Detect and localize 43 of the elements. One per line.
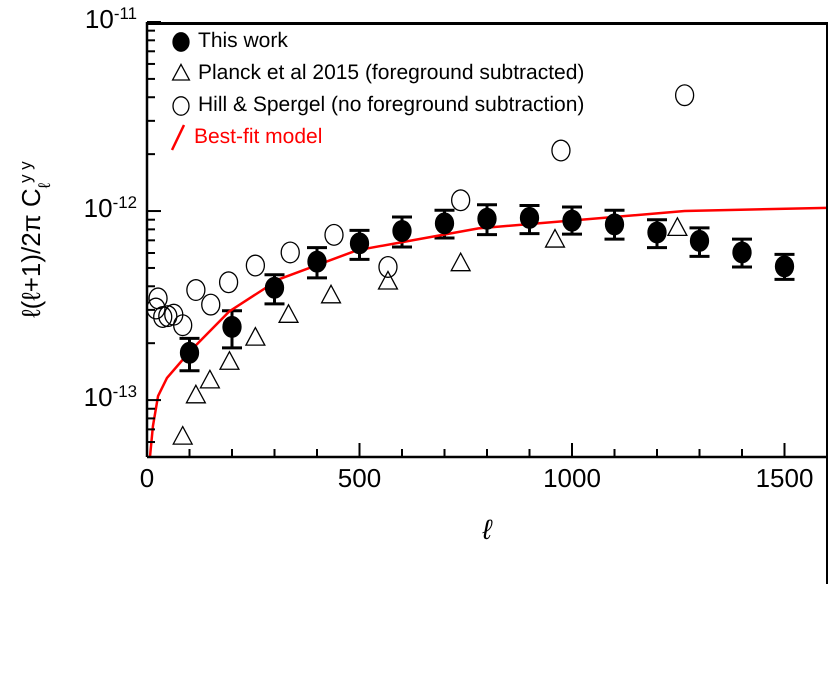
point xyxy=(604,213,624,236)
point xyxy=(158,305,178,328)
point xyxy=(180,342,200,364)
point xyxy=(690,230,710,252)
point xyxy=(551,140,571,162)
point xyxy=(451,189,470,212)
x-tick-label: 500 xyxy=(338,463,382,493)
point xyxy=(324,224,344,246)
point xyxy=(218,271,238,294)
legend-label: Hill & Spergel (no foreground subtraction) xyxy=(198,93,584,117)
point xyxy=(520,206,540,229)
x-tick-label: 0 xyxy=(140,463,154,493)
y-tick-label: 10$^{-13}$ xyxy=(84,382,137,412)
point xyxy=(307,250,327,273)
point xyxy=(647,222,667,244)
x-tick-label: 1500 xyxy=(756,463,814,493)
legend-label: Best-fit model xyxy=(194,125,322,149)
legend-label: Planck et al 2015 (foreground subtracted) xyxy=(198,61,584,85)
point xyxy=(264,276,284,299)
legend-label: This work xyxy=(198,29,288,53)
y-tick-label: 10$^{-11}$ xyxy=(84,4,137,34)
point xyxy=(246,254,266,277)
point xyxy=(201,294,220,316)
y-tick-label: 10$^{-12}$ xyxy=(84,192,137,224)
point xyxy=(186,279,206,302)
point xyxy=(222,316,242,338)
point xyxy=(774,255,794,278)
point xyxy=(153,306,172,328)
point xyxy=(350,232,370,254)
point xyxy=(434,212,454,234)
point xyxy=(378,256,398,278)
point xyxy=(164,304,184,326)
point xyxy=(732,241,752,264)
point xyxy=(173,314,192,336)
x-axis-title: ℓ xyxy=(481,514,494,545)
point xyxy=(392,220,412,242)
point xyxy=(477,208,497,230)
point xyxy=(674,84,694,106)
point xyxy=(562,210,582,232)
point xyxy=(280,241,300,264)
point xyxy=(148,287,168,310)
x-tick-label: 1000 xyxy=(543,463,601,493)
point xyxy=(147,298,166,320)
